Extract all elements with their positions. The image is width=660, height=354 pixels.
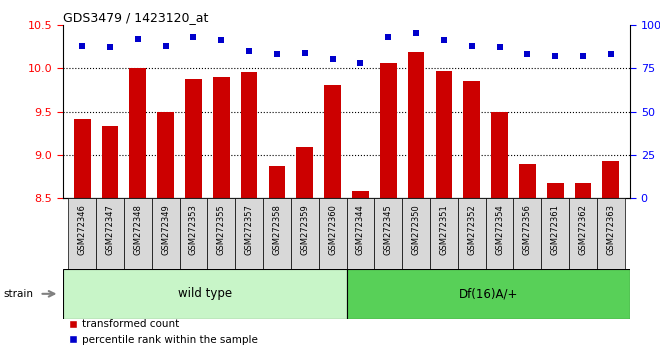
- Bar: [74, 119, 90, 198]
- Bar: [241, 72, 257, 198]
- Text: strain: strain: [3, 289, 33, 299]
- Bar: [124, 198, 152, 269]
- Point: [467, 43, 477, 48]
- Bar: [575, 183, 591, 198]
- Text: GSM272358: GSM272358: [273, 204, 281, 255]
- Bar: [519, 164, 536, 198]
- Text: GSM272360: GSM272360: [328, 204, 337, 255]
- Point: [133, 36, 143, 41]
- Text: GSM272349: GSM272349: [161, 204, 170, 255]
- Point: [383, 34, 393, 40]
- Bar: [96, 198, 124, 269]
- Text: GSM272350: GSM272350: [412, 204, 420, 255]
- Text: GSM272354: GSM272354: [495, 204, 504, 255]
- Text: GSM272351: GSM272351: [440, 204, 448, 255]
- Text: GSM272345: GSM272345: [383, 204, 393, 255]
- Point: [494, 45, 505, 50]
- Bar: [207, 198, 235, 269]
- Text: GSM272355: GSM272355: [216, 204, 226, 255]
- Point: [605, 51, 616, 57]
- Bar: [352, 191, 369, 198]
- Bar: [291, 198, 319, 269]
- Text: GSM272357: GSM272357: [245, 204, 253, 255]
- Bar: [513, 198, 541, 269]
- Point: [77, 43, 88, 48]
- Bar: [102, 126, 118, 198]
- Bar: [463, 81, 480, 198]
- Bar: [346, 269, 630, 319]
- Text: GSM272346: GSM272346: [78, 204, 86, 255]
- Text: GSM272362: GSM272362: [579, 204, 587, 255]
- Bar: [603, 161, 619, 198]
- Text: GSM272359: GSM272359: [300, 204, 310, 255]
- Text: GSM272363: GSM272363: [607, 204, 615, 255]
- Bar: [346, 198, 374, 269]
- Bar: [491, 112, 508, 198]
- Text: GSM272347: GSM272347: [106, 204, 114, 255]
- Bar: [430, 198, 458, 269]
- Bar: [185, 79, 202, 198]
- Bar: [129, 68, 146, 198]
- Text: GSM272344: GSM272344: [356, 204, 365, 255]
- Text: Df(16)A/+: Df(16)A/+: [459, 287, 518, 300]
- Bar: [408, 52, 424, 198]
- Bar: [374, 198, 402, 269]
- Bar: [152, 198, 180, 269]
- Bar: [380, 63, 397, 198]
- Text: GSM272348: GSM272348: [133, 204, 143, 255]
- Bar: [547, 183, 564, 198]
- Bar: [269, 166, 285, 198]
- Point: [411, 30, 421, 36]
- Point: [327, 57, 338, 62]
- Text: wild type: wild type: [178, 287, 232, 300]
- Text: GDS3479 / 1423120_at: GDS3479 / 1423120_at: [63, 11, 208, 24]
- Point: [355, 60, 366, 66]
- Legend: transformed count, percentile rank within the sample: transformed count, percentile rank withi…: [65, 315, 263, 349]
- Text: GSM272356: GSM272356: [523, 204, 532, 255]
- Bar: [157, 112, 174, 198]
- Point: [439, 38, 449, 43]
- Text: GSM272352: GSM272352: [467, 204, 477, 255]
- Text: GSM272361: GSM272361: [550, 204, 560, 255]
- Bar: [402, 198, 430, 269]
- Bar: [213, 77, 230, 198]
- Point: [160, 43, 171, 48]
- Bar: [541, 198, 569, 269]
- Bar: [319, 198, 346, 269]
- Bar: [296, 147, 313, 198]
- Bar: [180, 198, 207, 269]
- Point: [300, 50, 310, 55]
- Text: GSM272353: GSM272353: [189, 204, 198, 255]
- Point: [244, 48, 254, 53]
- Bar: [235, 198, 263, 269]
- Bar: [324, 85, 341, 198]
- Bar: [263, 198, 291, 269]
- Bar: [458, 198, 486, 269]
- Point: [578, 53, 588, 59]
- Point: [188, 34, 199, 40]
- Bar: [569, 198, 597, 269]
- Bar: [68, 198, 96, 269]
- Bar: [486, 198, 513, 269]
- Bar: [436, 71, 452, 198]
- Bar: [63, 269, 346, 319]
- Point: [522, 51, 533, 57]
- Bar: [597, 198, 625, 269]
- Point: [216, 38, 226, 43]
- Point: [105, 45, 115, 50]
- Point: [272, 51, 282, 57]
- Point: [550, 53, 560, 59]
